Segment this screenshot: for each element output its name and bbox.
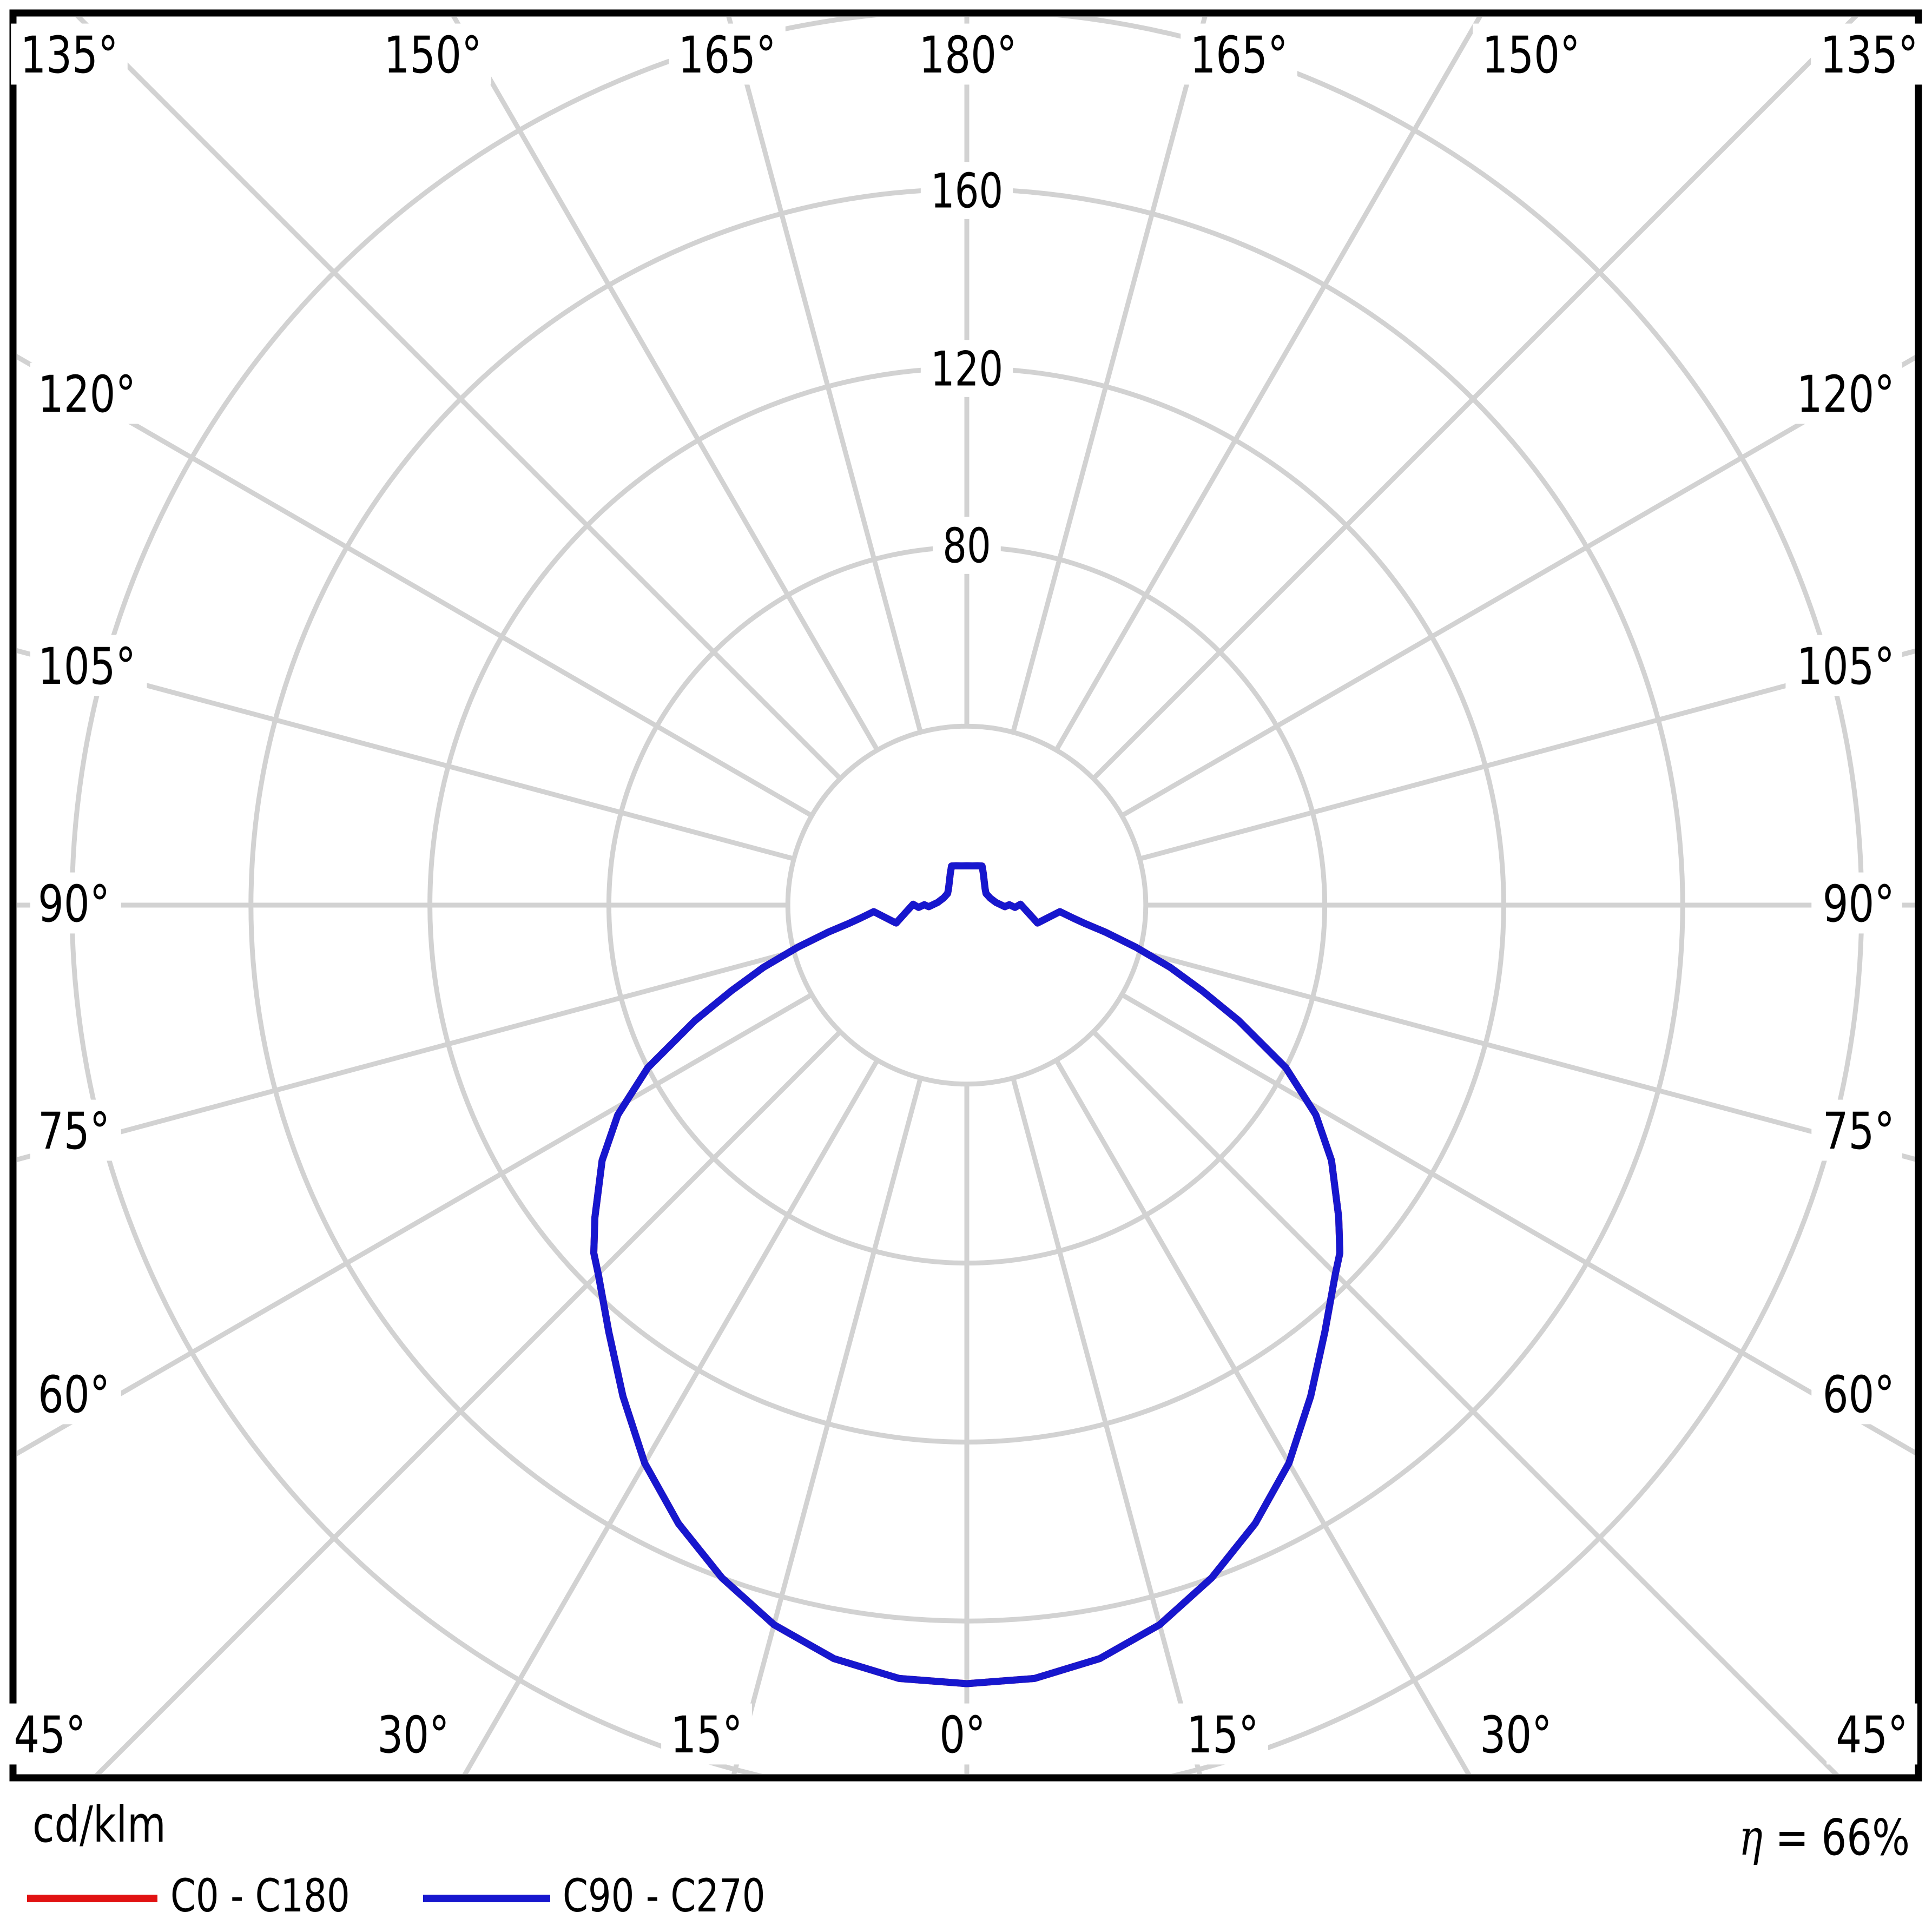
angle-label-bottom-1: 30° [377, 1706, 449, 1765]
angle-label-right-4-bg [1811, 1363, 1902, 1425]
angle-label-right-1-bg [1785, 635, 1902, 696]
plot-frame [9, 9, 1922, 1782]
angle-label-left-1: 105° [38, 637, 136, 696]
angle-label-top-3: 180° [919, 26, 1017, 85]
polar-grid-spoke-240 [17, 353, 813, 818]
angle-label-left-0: 120° [38, 365, 136, 424]
angle-label-left-4-bg [30, 1363, 121, 1425]
legend-label-c0-c180: C0 - C180 [170, 1869, 350, 1922]
angle-label-left-3-bg [30, 1099, 121, 1161]
legend: C0 - C180 C90 - C270 [27, 1869, 766, 1922]
angle-label-top-6: 135° [1820, 26, 1918, 85]
polar-grid-spoke-30 [1054, 1059, 1472, 1774]
angle-label-right-4: 60° [1823, 1366, 1895, 1425]
polar-grid-spoke-345 [731, 1077, 923, 1774]
polar-grid-ring-40 [785, 723, 1149, 1087]
angle-label-top-3-bg [909, 23, 1026, 85]
angle-label-bottom-4-bg [1177, 1703, 1268, 1765]
angle-label-left-3: 75° [38, 1102, 110, 1161]
angle-label-top-4: 165° [1190, 26, 1288, 85]
polar-grid-spoke-120 [1120, 355, 1915, 818]
polar-grid-spoke-330 [462, 1059, 880, 1774]
angle-label-bottom-0-bg [4, 1703, 95, 1765]
angle-label-bottom-5-bg [1471, 1703, 1561, 1765]
polar-grid-spoke-15 [1011, 1077, 1202, 1774]
angle-label-bottom-2-bg [661, 1703, 752, 1765]
angle-label-bottom-2: 15° [670, 1706, 742, 1765]
angle-label-bottom-6-bg [1827, 1703, 1917, 1765]
curve-c90-c270 [590, 862, 1343, 1687]
angle-label-right-2-bg [1811, 872, 1902, 934]
polar-grid-spoke-150 [1054, 17, 1483, 751]
angle-label-right-2: 90° [1823, 875, 1895, 934]
radial-tick-label-120: 120 [931, 341, 1003, 397]
radial-tick-label-80: 80 [942, 518, 991, 574]
angle-label-left-1-bg [30, 635, 147, 696]
polar-grid-spoke-60 [1120, 992, 1915, 1455]
radial-tick-label-160: 160 [931, 163, 1003, 219]
legend-label-c90-c270: C90 - C270 [563, 1869, 766, 1922]
angle-label-top-0-bg [11, 23, 128, 85]
eta-symbol: η [1739, 1809, 1763, 1867]
angle-label-left-4: 60° [38, 1366, 110, 1425]
curves [590, 862, 1343, 1687]
angle-label-bottom-6: 45° [1836, 1706, 1908, 1765]
polar-grid-spoke-75 [1139, 949, 1915, 1162]
polar-grid-spoke-285 [17, 949, 795, 1163]
angle-label-top-2: 165° [678, 26, 776, 85]
angle-label-right-0-bg [1785, 362, 1902, 424]
polar-grid-spoke-225 [75, 17, 842, 781]
radial-tick-label-160-bg [920, 162, 1013, 219]
angle-label-top-6-bg [1811, 23, 1928, 85]
polar-grid-spoke-135 [1091, 17, 1859, 781]
angle-label-top-0: 135° [20, 26, 118, 85]
angle-label-right-0: 120° [1797, 365, 1895, 424]
axis-labels: 135° 150° 165° 180° 165° 150° 135° 45° 30° 15° 0° 1… [4, 23, 1928, 1765]
polar-grid-spoke-315 [94, 1030, 842, 1774]
radial-tick-label-80-bg [933, 517, 1001, 574]
angle-label-top-5: 150° [1482, 26, 1580, 85]
angle-label-bottom-0: 45° [14, 1706, 85, 1765]
polar-grid-spoke-165 [1011, 17, 1208, 733]
polar-grid-spoke-210 [451, 17, 880, 751]
angle-label-left-2-bg [30, 872, 121, 934]
radial-tick-label-120-bg [920, 340, 1013, 397]
angle-label-top-1-bg [374, 23, 491, 85]
angle-label-top-2-bg [669, 23, 786, 85]
polar-grid-spoke-105 [1139, 648, 1915, 861]
efficiency-label: η = 66% [1739, 1809, 1910, 1867]
polar-grid-spoke-195 [726, 17, 923, 733]
angle-label-right-1: 105° [1797, 637, 1895, 696]
polar-grid-spoke-45 [1091, 1030, 1839, 1774]
angle-label-bottom-5: 30° [1480, 1706, 1552, 1765]
eta-value: = 66% [1763, 1809, 1910, 1867]
angle-label-right-3: 75° [1823, 1102, 1895, 1161]
angle-label-bottom-3: 0° [939, 1706, 985, 1765]
angle-label-left-0-bg [30, 362, 147, 424]
angle-label-top-1: 150° [384, 26, 482, 85]
angle-label-bottom-1-bg [368, 1703, 459, 1765]
angle-label-left-2: 90° [38, 875, 110, 934]
angle-label-bottom-4: 15° [1186, 1706, 1258, 1765]
unit-label: cd/klm [32, 1796, 166, 1854]
polar-grid-spoke-300 [17, 992, 813, 1457]
angle-label-bottom-3-bg [930, 1703, 995, 1765]
angle-label-top-5-bg [1473, 23, 1590, 85]
polar-grid-spoke-255 [17, 648, 795, 861]
angle-label-top-4-bg [1181, 23, 1297, 85]
angle-label-right-3-bg [1811, 1099, 1902, 1161]
